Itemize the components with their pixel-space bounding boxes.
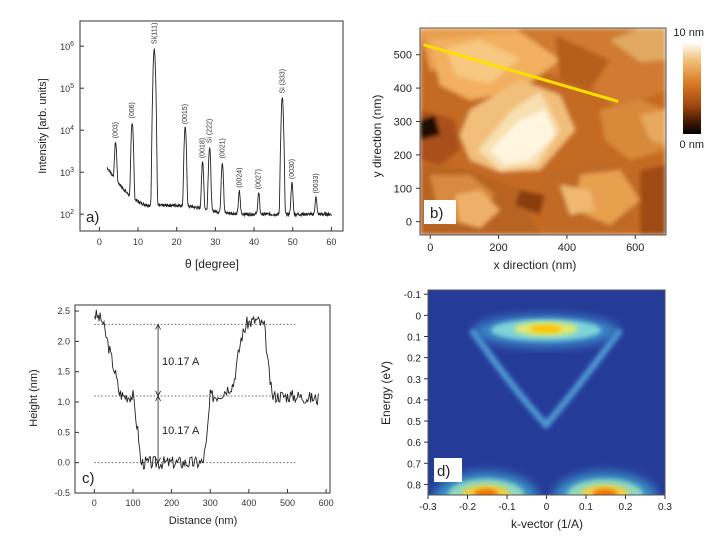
panel-a-frame [79,20,344,232]
panel-a-label: a) [86,209,99,226]
panel-d-label-box [434,458,462,482]
y-tick-label: 0.5 [407,417,421,428]
x-tick-label: 0.3 [658,502,672,513]
panel-c-frame [74,304,331,494]
y-tick-label: 0.4 [407,396,421,407]
y-tick-label: 1.5 [57,367,70,377]
x-tick-label: 10 [133,237,143,247]
y-tick-label: 400 [394,83,412,95]
x-tick-label: 300 [203,498,218,508]
x-tick-label: 200 [489,242,507,254]
y-tick-label: 0.5 [57,427,70,437]
panel-b-label-box [424,200,456,224]
y-tick-label: 0.0 [57,458,70,468]
panel-a-ylabel: Intensity [arb. units] [37,78,49,173]
panel-c-label: c) [82,470,95,487]
step-height-annotation-lower: 10.17 A [162,425,200,437]
peak-label: (0024) [236,168,243,188]
panel-b-ylabel: y direction (nm) [370,95,384,178]
peak-label: Si (222) [207,119,214,144]
peak-label: (0030) [289,159,296,179]
panel-b-xlabel: x direction (nm) [494,258,577,272]
y-tick-label: 500 [394,50,412,62]
y-tick-label: 0 [406,217,412,229]
peak-label: Si(111) [151,23,158,45]
x-tick-label: 0.1 [579,502,593,513]
x-tick-label: 400 [558,242,576,254]
xrd-pattern-line [106,47,332,218]
peak-label: (0021) [219,138,226,158]
y-tick-label: 0.8 [407,480,421,491]
peak-label: (006) [129,102,136,118]
colorbar [683,42,701,134]
x-tick-label: 40 [249,237,259,247]
panel-c-xlabel: Distance (nm) [169,515,237,527]
y-tick-label: 100 [394,183,412,195]
panel-a-xlabel: θ [degree] [185,257,239,271]
afm-profile-line [422,43,619,103]
panel-b-afm: b) 0 200 400 600 0 100 200 300 400 500 x directi… [370,27,704,272]
y-tick-label: 0.3 [407,375,421,386]
y-tick-label: 106 [60,41,74,52]
panel-c-height-profile: 10.17 A 10.17 A 0 100 200 300 400 500 600 -0.5… [28,304,334,527]
x-tick-label: 0 [97,237,102,247]
x-tick-label: 600 [319,498,334,508]
panel-d-xlabel: k-vector (1/A) [511,517,583,531]
x-tick-label: 100 [125,498,140,508]
panel-d-ylabel: Energy (eV) [379,361,393,425]
x-tick-label: 0 [92,498,97,508]
y-tick-label: 1.0 [57,397,70,407]
y-tick-label: 300 [394,116,412,128]
peak-label: (0018) [200,138,207,158]
y-tick-label: 105 [60,83,74,94]
height-profile-line [93,309,319,470]
peak-label: (0015) [182,104,189,124]
peak-label: (0033) [313,173,320,193]
y-tick-label: 0.6 [407,438,421,449]
x-tick-label: 50 [288,237,298,247]
peak-label: (0027) [256,169,263,189]
colorbar-min-label: 0 nm [680,139,704,151]
panel-d-arpes: d) -0.3 -0.2 -0.1 0 0.1 0.2 0.3 -0.1 0 0.1 0.2 0.3… [379,289,672,531]
step-height-arrows [155,323,161,464]
y-tick-label: 0.7 [407,459,421,470]
x-tick-label: 0.2 [619,502,633,513]
panel-b-frame [419,27,667,236]
colorbar-max-label: 10 nm [673,27,704,39]
y-tick-label: 2.0 [57,336,70,346]
y-tick-label: 103 [60,167,74,178]
x-tick-label: -0.3 [419,502,437,513]
panel-d-label: d) [437,463,450,480]
y-tick-label: 102 [60,209,74,220]
afm-topography-image [420,28,666,235]
x-tick-label: 400 [241,498,256,508]
y-tick-label: 0 [415,311,421,322]
arpes-intensity-map [428,290,665,495]
y-tick-label: 2.5 [57,306,70,316]
step-height-annotation-upper: 10.17 A [162,356,200,368]
y-tick-label: 200 [394,150,412,162]
y-tick-label: 104 [60,125,74,136]
panel-a-xrd: 0 10 20 30 40 50 60 102 103 104 105 106 (003) (006)… [37,20,344,271]
x-tick-label: -0.2 [459,502,477,513]
x-tick-label: 30 [210,237,220,247]
x-tick-label: 60 [326,237,336,247]
x-tick-label: 200 [164,498,179,508]
y-tick-label: 0.2 [407,354,421,365]
x-tick-label: 20 [172,237,182,247]
x-tick-label: 0 [544,502,550,513]
panel-c-ylabel: Height (nm) [28,369,40,426]
x-tick-label: -0.1 [498,502,516,513]
peak-label: Si (333) [279,69,286,94]
y-tick-label: 0.1 [407,332,421,343]
y-tick-label: -0.1 [404,290,422,301]
panel-b-label: b) [430,205,443,222]
peak-label: (003) [113,122,120,138]
x-tick-label: 500 [280,498,295,508]
x-tick-label: 0 [427,242,433,254]
x-tick-label: 600 [626,242,644,254]
y-tick-label: -0.5 [54,488,70,498]
